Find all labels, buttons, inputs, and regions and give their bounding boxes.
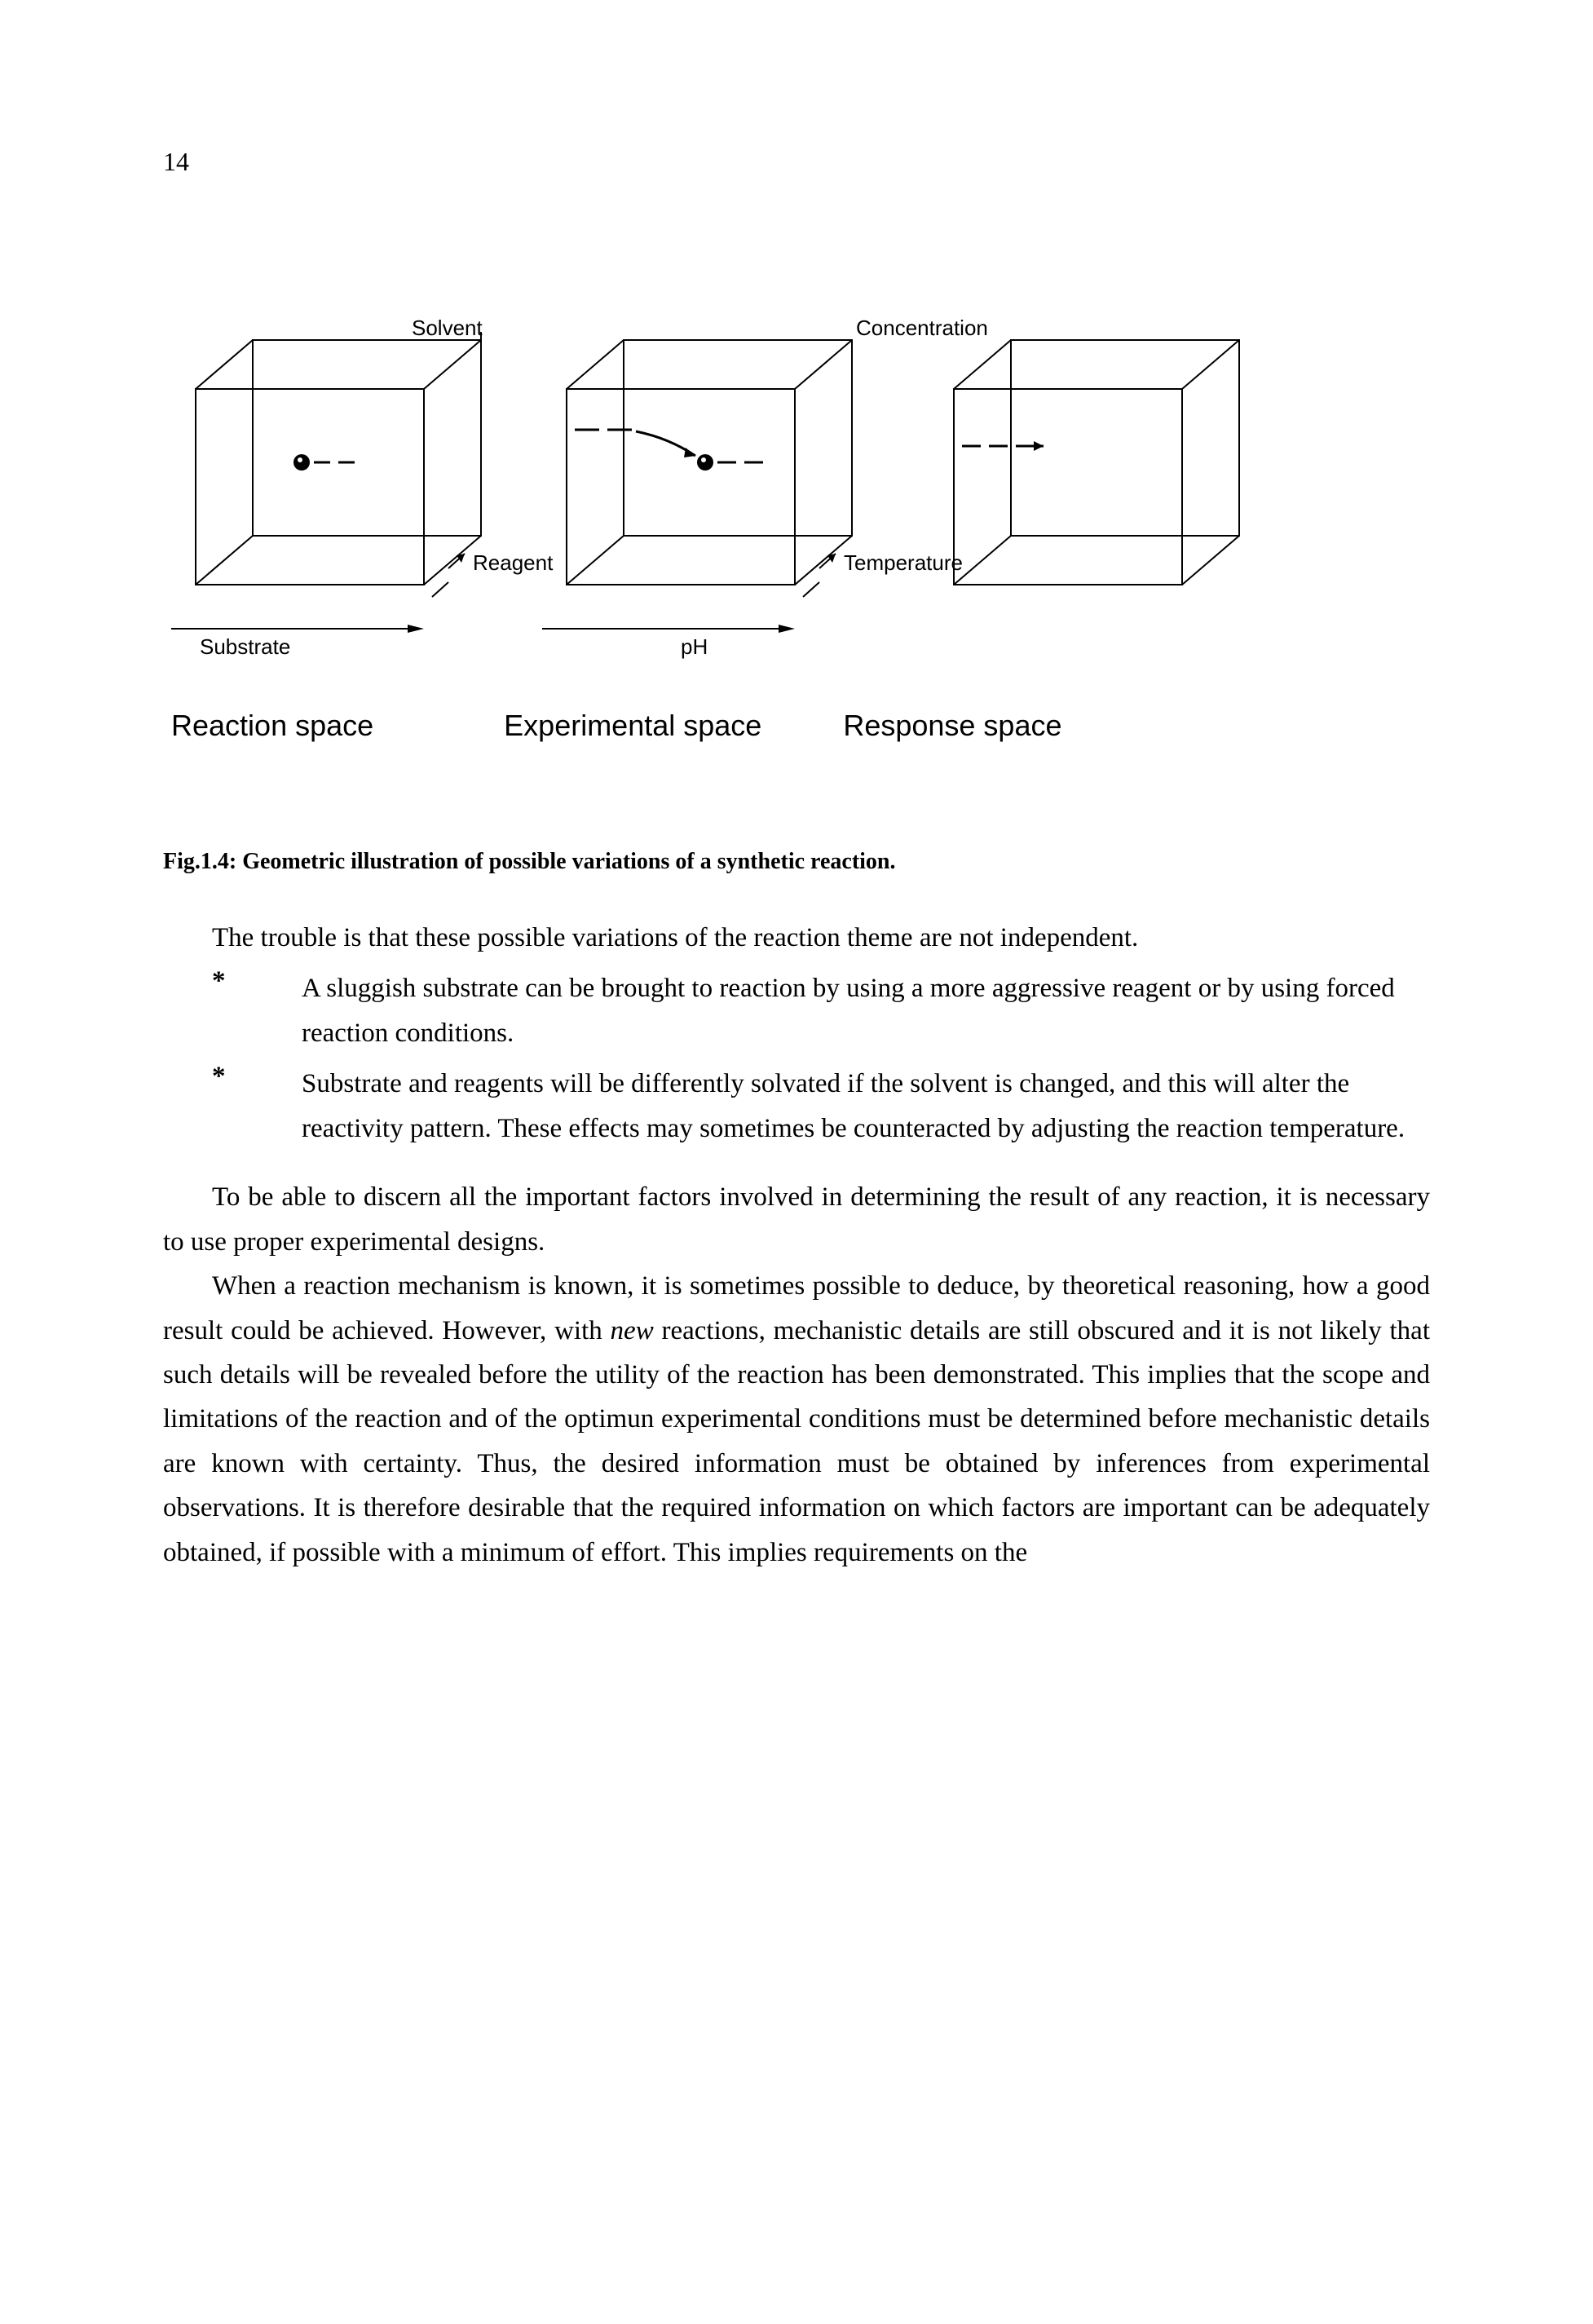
response-space-cube (929, 332, 1280, 660)
bullet-2-text: Substrate and reagents will be different… (302, 1062, 1430, 1151)
page-number: 14 (163, 147, 1430, 177)
response-space-label: Response space (843, 709, 1061, 743)
bullet-item-2: * Substrate and reagents will be differe… (163, 1062, 1430, 1151)
paragraph-1: The trouble is that these possible varia… (163, 916, 1430, 960)
bullet-list: * A sluggish substrate can be brought to… (163, 966, 1430, 1151)
experimental-space-cube: Concentration Temperature pH (542, 332, 909, 660)
bullet-star-icon: * (212, 1062, 302, 1151)
paragraph-3: When a reaction mechanism is known, it i… (163, 1264, 1430, 1575)
solvent-axis-label: Solvent (412, 316, 483, 341)
bullet-star-icon: * (212, 966, 302, 1055)
paragraph-2: To be able to discern all the important … (163, 1175, 1430, 1264)
figure-diagram: Solvent Reagent Substrate (163, 332, 1430, 743)
figure-caption: Fig.1.4: Geometric illustration of possi… (163, 849, 1430, 875)
reaction-space-cube: Solvent Reagent Substrate (171, 332, 522, 660)
substrate-axis-label: Substrate (200, 634, 522, 660)
reaction-space-label: Reaction space (171, 709, 373, 743)
bullet-1-text: A sluggish substrate can be brought to r… (302, 966, 1430, 1055)
bullet-item-1: * A sluggish substrate can be brought to… (163, 966, 1430, 1055)
reagent-axis-label: Reagent (473, 550, 553, 576)
experimental-space-label: Experimental space (504, 709, 761, 743)
para3-italic: new (611, 1316, 654, 1345)
para3-post: reactions, mechanistic details are still… (163, 1316, 1430, 1567)
ph-axis-label: pH (681, 634, 909, 660)
